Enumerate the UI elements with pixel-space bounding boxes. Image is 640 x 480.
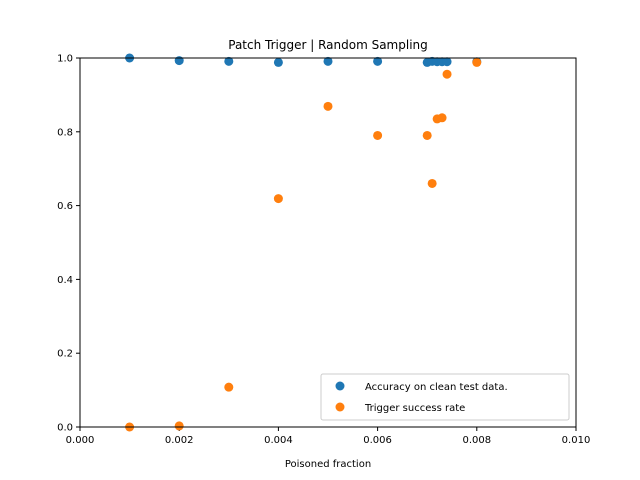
- x-tick-label: 0.008: [462, 435, 491, 446]
- x-tick-label: 0.010: [562, 435, 591, 446]
- data-point: [442, 57, 452, 67]
- x-tick-label: 0.006: [363, 435, 392, 446]
- data-point: [174, 56, 184, 66]
- data-point: [323, 101, 333, 111]
- data-point: [422, 130, 432, 140]
- data-point: [373, 130, 383, 140]
- data-point: [224, 56, 234, 66]
- data-point: [427, 178, 437, 188]
- series-trigger-success: [125, 57, 482, 432]
- y-tick-label: 0.0: [57, 423, 73, 434]
- legend-label: Accuracy on clean test data.: [365, 382, 508, 393]
- axis-ticks: 0.000 0.002 0.004 0.006 0.008 0.010 0.0 0.2 0.4 0…: [57, 54, 590, 447]
- legend-marker: [335, 402, 345, 412]
- x-tick-label: 0.002: [165, 435, 194, 446]
- data-point: [437, 113, 447, 123]
- legend: Accuracy on clean test data. Trigger succ…: [320, 373, 570, 421]
- data-point: [224, 382, 234, 392]
- legend-marker: [335, 381, 345, 391]
- x-axis-title: Poisoned fraction: [285, 459, 371, 470]
- x-tick-label: 0.000: [66, 435, 95, 446]
- data-point: [273, 194, 283, 204]
- y-tick-label: 0.8: [57, 127, 73, 138]
- legend-box: [320, 373, 570, 421]
- data-point: [174, 421, 184, 431]
- legend-label: Trigger success rate: [364, 403, 465, 414]
- y-tick-label: 0.6: [57, 201, 73, 212]
- data-point: [323, 56, 333, 66]
- data-point: [273, 57, 283, 67]
- y-tick-label: 0.4: [57, 275, 73, 286]
- y-tick-label: 1.0: [57, 54, 73, 65]
- y-tick-label: 0.2: [57, 349, 73, 360]
- data-point: [472, 57, 482, 67]
- data-point: [442, 69, 452, 79]
- plot-frame: [79, 57, 577, 428]
- chart-title: Patch Trigger | Random Sampling: [228, 38, 428, 52]
- data-point: [373, 56, 383, 66]
- x-tick-label: 0.004: [264, 435, 293, 446]
- plot-area: [125, 53, 482, 432]
